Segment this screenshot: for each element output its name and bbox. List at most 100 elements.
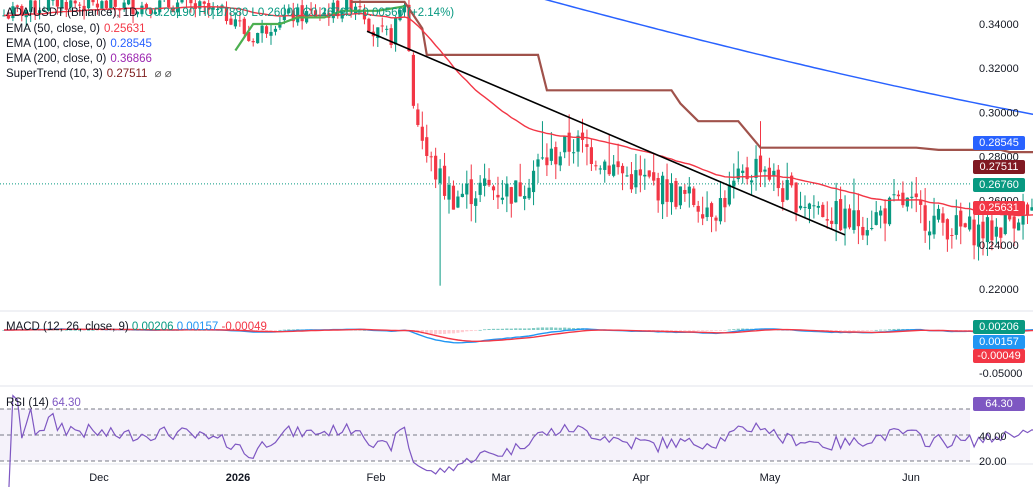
macd-histogram-bar [113,330,117,331]
candle-body [678,186,682,206]
candle-body [910,196,914,198]
rsi-value: 64.30 [52,397,81,409]
candle-body [945,219,949,240]
candle-body [545,157,549,166]
candle-body [514,180,518,203]
macd-histogram-bar [692,330,696,331]
candle-body [367,18,371,32]
macd-histogram-bar [830,330,834,331]
candle-body [1025,204,1030,215]
candle-body [896,194,901,197]
candle-body [202,1,206,4]
candle-body [15,5,19,7]
ema100-value: 0.28545 [110,38,152,50]
candle-body [865,230,869,236]
macd-histogram-bar [892,328,896,330]
macd-histogram-bar [856,330,860,331]
price-label-ema50: 0.25631 [973,201,1025,215]
macd-legend[interactable]: MACD (12, 26, close, 9) 0.00206 0.00157 … [6,320,267,334]
candle-body [11,6,15,19]
macd-label: MACD (12, 26, close, 9) [6,321,129,333]
candle-body [273,28,278,32]
macd-histogram-bar [518,328,522,330]
candle-body [149,8,153,14]
time-tick-label: Dec [89,472,109,484]
rsi-pane [0,394,1033,487]
ema50-legend[interactable]: EMA (50, close, 0) 0.25631 [6,22,146,36]
macd-histogram-bar [500,328,504,330]
macd-histogram-bar [531,328,536,330]
candle-body [718,198,723,222]
macd-histogram-bar [86,329,91,331]
candle-body [772,170,776,176]
candle-body [113,0,117,7]
candle-body [73,0,77,4]
macd-histogram-bar [549,327,553,330]
candle-body [745,167,749,180]
supertrend-up-path [234,5,405,52]
candle-body [122,2,126,10]
trendline[interactable] [366,30,846,236]
candle-body [580,132,585,140]
macd-histogram-bar [705,330,709,331]
macd-histogram-bar [572,328,576,330]
candle-body [127,0,131,5]
macd-histogram-bar [100,330,104,331]
macd-histogram-bar [563,327,567,330]
macd-histogram-bar [701,330,705,331]
candle-body [540,157,545,159]
eye-icon[interactable]: ⌀ ⌀ [154,68,172,80]
symbol-legend: ADA/USDT (Binance), 1D O0.26190 H0.27880… [6,6,454,20]
candle-body [830,220,834,224]
trendline-segment [366,30,846,236]
candle-body [91,0,95,3]
candle-body [376,27,380,39]
macd-histogram-bar [278,329,282,331]
candle-body [1017,222,1021,231]
candle-body [1021,208,1025,225]
candle-body [531,170,536,193]
candle-body [411,54,415,106]
price-tick-label: 0.22000 [979,284,1019,296]
price-label-supertrend: 0.27511 [973,160,1025,174]
candle-body [741,170,745,173]
candles [2,0,1033,286]
candle-body [505,183,509,197]
macd-tick-label: -0.05000 [979,368,1022,380]
supertrend-legend[interactable]: SuperTrend (10, 3) 0.27511 ⌀ ⌀ [6,67,172,81]
macd-histogram-bar [901,328,905,330]
candle-body [576,135,580,152]
candle-body [33,0,37,13]
macd-histogram-bar [483,329,487,331]
macd-histogram-bar [78,329,82,331]
ema200-legend[interactable]: EMA (200, close, 0) 0.36866 [6,52,152,66]
candle-body [167,0,171,8]
candle-body [656,178,660,201]
candle-body [229,18,233,25]
candle-body [647,170,651,177]
macd-histogram-bar [669,330,674,331]
candle-body [153,11,157,15]
candle-body [518,182,522,197]
macd-histogram-bar [723,330,727,331]
candle-body [696,205,700,212]
candle-body [460,193,464,198]
candle-body [901,192,905,206]
candle-body [919,199,923,205]
macd-histogram-bar [420,330,424,334]
macd-histogram-bar [287,329,291,331]
macd-histogram-bar [460,330,464,333]
candle-body [687,186,691,194]
macd-histogram-bar [91,329,95,331]
candle-body [456,196,460,208]
ema100-legend[interactable]: EMA (100, close, 0) 0.28545 [6,37,152,51]
candle-body [549,148,553,161]
macd-histogram-bar [874,329,878,331]
rsi-legend[interactable]: RSI (14) 64.30 [6,396,81,410]
candle-body [345,0,349,11]
candle-body [603,161,607,170]
candle-body [29,0,33,12]
